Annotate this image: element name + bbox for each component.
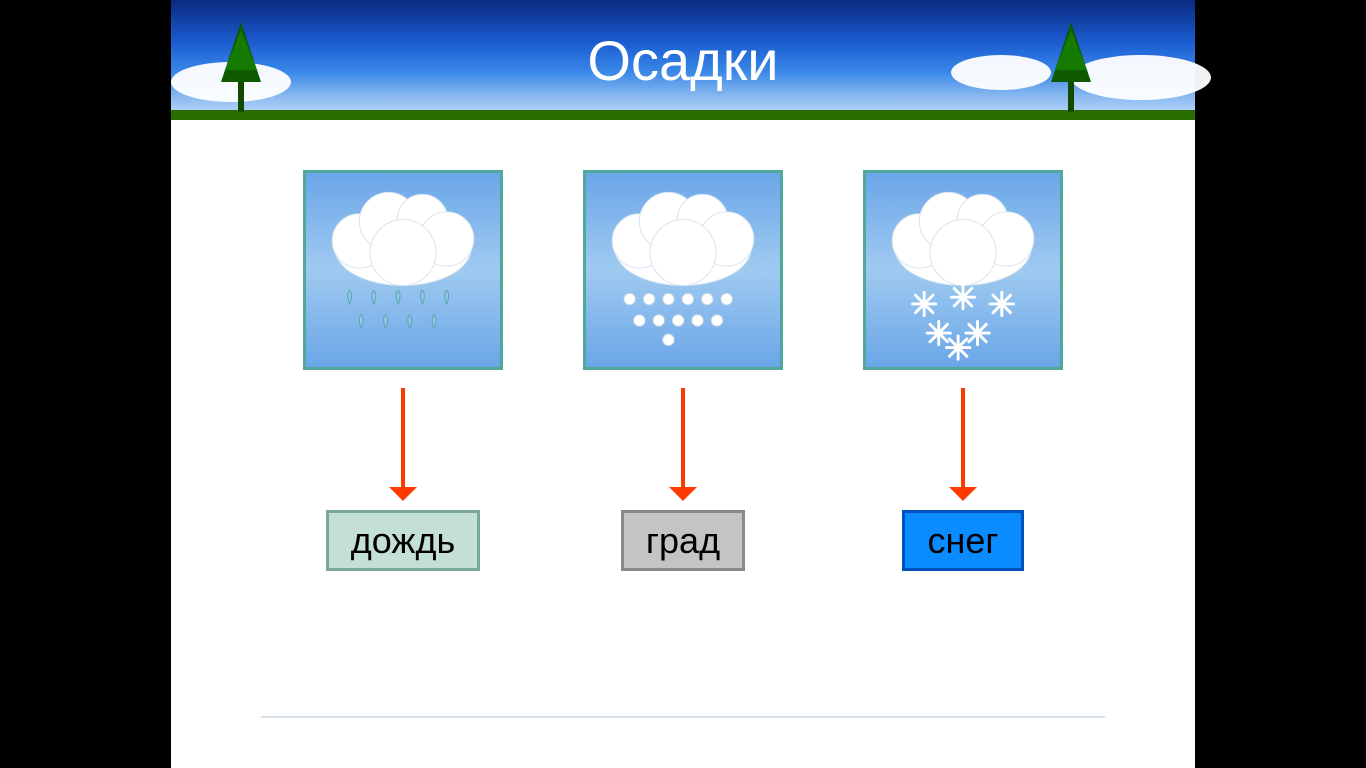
arrow-container (948, 370, 978, 510)
weather-icon-rain (306, 173, 500, 367)
cloud-decoration (951, 55, 1051, 90)
weather-icon-hail (586, 173, 780, 367)
precipitation-column-hail: град (583, 170, 783, 768)
arrow-container (668, 370, 698, 510)
footer-divider (261, 716, 1105, 718)
weather-card-hail (583, 170, 783, 370)
label-rain: дождь (326, 510, 480, 571)
label-snow: снег (902, 510, 1023, 571)
arrow-down-icon (668, 386, 698, 501)
weather-card-rain (303, 170, 503, 370)
arrow-down-icon (948, 386, 978, 501)
tree-icon (211, 22, 271, 112)
precipitation-column-snow: снег (863, 170, 1063, 768)
precipitation-column-rain: дождь (303, 170, 503, 768)
page-title: Осадки (587, 28, 778, 93)
weather-icon-snow (866, 173, 1060, 367)
arrow-down-icon (388, 386, 418, 501)
label-hail: град (621, 510, 745, 571)
slide: Осадки дождь (171, 0, 1195, 768)
arrow-container (388, 370, 418, 510)
content-area: дождь град (171, 120, 1195, 768)
weather-card-snow (863, 170, 1063, 370)
tree-icon (1041, 22, 1101, 112)
header-banner: Осадки (171, 0, 1195, 120)
